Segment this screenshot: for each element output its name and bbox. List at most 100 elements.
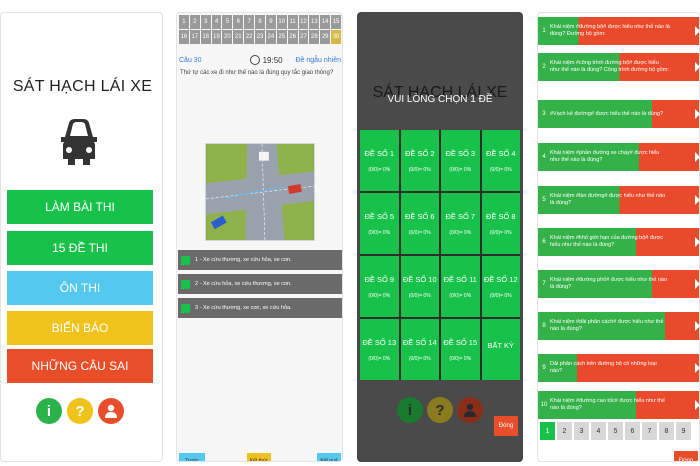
page-button[interactable]: 3 [574, 422, 589, 440]
previous-button[interactable]: Trước [179, 453, 205, 461]
wrong-answer-row[interactable]: 6 Khái niệm #khổ giới hạn của đường bộ# đ… [538, 228, 699, 256]
question-number-cell[interactable]: 8 [255, 15, 265, 29]
wrong-answer-row[interactable]: 3 #Vạch kẻ đường# được hiểu thế nào là đú… [538, 100, 699, 128]
question-number-cell[interactable]: 13 [309, 15, 320, 29]
question-number-cell[interactable]: 30 [331, 30, 341, 44]
test-tile[interactable]: ĐỀ SỐ 3 (0/0)= 0% [441, 130, 480, 191]
test-tile[interactable]: ĐỀ SỐ 7 (0/0)= 0% [441, 193, 480, 254]
page-button[interactable]: 9 [676, 422, 691, 440]
question-number-cell[interactable]: 10 [276, 15, 287, 29]
wrong-answer-row[interactable]: 10 Khái niệm #đường cao tốc# được hiểu nh… [538, 391, 699, 419]
question-number-cell[interactable]: 22 [244, 30, 255, 44]
test-tile[interactable]: ĐỀ SỐ 11 (0/0)= 0% [441, 256, 480, 317]
review-button[interactable]: ÔN THI [7, 271, 153, 305]
page-button[interactable]: 8 [659, 422, 674, 440]
test-tile[interactable]: ĐỀ SỐ 1 (0/0)= 0% [360, 130, 399, 191]
wrong-answer-row[interactable]: 8 Khái niệm #dải phân cách# được hiểu như… [538, 312, 699, 340]
question-number-cell[interactable]: 29 [320, 30, 331, 44]
test-name: ĐỀ SỐ 12 [483, 274, 518, 284]
test-progress: (0/0)= 0% [368, 355, 391, 362]
question-number-cell[interactable]: 2 [189, 15, 200, 29]
wrong-answer-row[interactable]: 7 Khái niệm #đường phố# được hiểu như thế… [538, 270, 699, 298]
answer-checkbox[interactable] [181, 303, 190, 313]
question-number-cell[interactable]: 12 [298, 15, 309, 29]
road-signs-button[interactable]: BIỂN BÁO [7, 311, 153, 345]
test-tile[interactable]: ĐỀ SỐ 8 (0/0)= 0% [481, 193, 520, 254]
row-question-text: #Vạch kẻ đường# được hiểu thế nào là đún… [550, 110, 664, 117]
clock-icon [249, 55, 260, 65]
answer-option-2[interactable]: 2 - Xe cứu hỏa, xe cứu thương, xe con. [178, 274, 342, 294]
question-number-cell[interactable]: 14 [320, 15, 331, 29]
row-number: 5 [542, 197, 546, 203]
question-number-cell[interactable]: 17 [189, 30, 200, 44]
question-number-cell[interactable]: 6 [233, 15, 244, 29]
question-number-cell[interactable]: 16 [179, 30, 189, 44]
question-number-cell[interactable]: 18 [200, 30, 211, 44]
question-number-cell[interactable]: 20 [222, 30, 233, 44]
page-button[interactable]: 4 [591, 422, 606, 440]
wrong-answer-row[interactable]: 5 Khái niệm #làn đường# được hiểu như thế… [538, 186, 699, 214]
question-number-cell[interactable]: 1 [179, 15, 189, 29]
close-button[interactable]: Đóng [674, 451, 698, 461]
row-number: 7 [542, 281, 546, 287]
question-number-cell[interactable]: 26 [287, 30, 298, 44]
test-tile[interactable]: ĐỀ SỐ 5 (0/0)= 0% [360, 193, 399, 254]
question-number-grid: 1 2 3 4 5 6 7 8 9 10 11 12 13 14 15 16 17 18 19 20 21 22 23 24 2… [179, 15, 341, 44]
wrong-answer-row[interactable]: 2 Khái niệm #công trình đường bộ# được hi… [538, 53, 699, 81]
question-number-cell[interactable]: 9 [265, 15, 276, 29]
question-number-cell[interactable]: 23 [255, 30, 265, 44]
question-number-cell[interactable]: 15 [331, 15, 341, 29]
test-tile[interactable]: ĐỀ SỐ 15 (0/0)= 0% [441, 319, 480, 380]
question-number-cell[interactable]: 27 [298, 30, 309, 44]
question-number-cell[interactable]: 28 [309, 30, 320, 44]
progress-bar [538, 228, 699, 256]
page-button[interactable]: 2 [557, 422, 572, 440]
question-number-cell[interactable]: 3 [200, 15, 211, 29]
close-button[interactable]: Đóng [494, 416, 518, 436]
page-button[interactable]: 6 [625, 422, 640, 440]
test-tile[interactable]: ĐỀ SỐ 6 (0/0)= 0% [400, 193, 439, 254]
answer-option-1[interactable]: 1 - Xe cứu thương, xe cứu hỏa, xe con. [178, 250, 342, 270]
question-number-cell[interactable]: 7 [244, 15, 255, 29]
test-tile[interactable]: ĐỀ SỐ 4 (0/0)= 0% [481, 130, 520, 191]
result-button[interactable]: Kết quả [317, 453, 341, 461]
test-name: ĐỀ SỐ 10 [402, 274, 437, 284]
take-test-button[interactable]: LÀM BÀI THI [7, 190, 153, 224]
question-number-cell[interactable]: 4 [211, 15, 222, 29]
page-button[interactable]: 5 [608, 422, 623, 440]
test-tile[interactable]: ĐỀ SỐ 10 (0/0)= 0% [400, 256, 439, 317]
chevron-right-icon [695, 26, 699, 36]
row-question-text: Khái niệm #đường cao tốc# được hiểu như … [550, 398, 665, 411]
test-tile[interactable]: ĐỀ SỐ 2 (0/0)= 0% [400, 130, 439, 191]
wrong-answer-row[interactable]: 9 Dải phân cách trên đường bộ có những lo… [538, 354, 699, 382]
question-number-cell[interactable]: 19 [211, 30, 222, 44]
progress-bar [538, 17, 699, 45]
question-number-cell[interactable]: 24 [265, 30, 276, 44]
fifteen-tests-button[interactable]: 15 ĐỀ THI [7, 231, 153, 265]
test-tile[interactable]: ĐỀ SỐ 14 (0/0)= 0% [400, 319, 439, 380]
wrong-answers-button[interactable]: NHỮNG CÂU SAI [7, 349, 153, 383]
random-test-link[interactable]: Đề ngẫu nhiên [295, 56, 341, 64]
question-number-cell[interactable]: 21 [233, 30, 244, 44]
wrong-answer-row[interactable]: 1 Khái niệm #đường bộ# được hiểu như thế … [538, 17, 699, 45]
answer-checkbox[interactable] [181, 279, 190, 289]
finish-button[interactable]: Kết thúc [247, 453, 271, 461]
info-icon: i [397, 397, 423, 423]
help-icon[interactable]: ? [67, 398, 93, 424]
test-tile[interactable]: ĐỀ SỐ 13 (0/0)= 0% [360, 319, 399, 380]
answer-checkbox[interactable] [181, 255, 190, 265]
question-number-cell[interactable]: 11 [287, 15, 298, 29]
test-tile[interactable]: ĐỀ SỐ 12 (0/0)= 0% [481, 256, 520, 317]
user-icon[interactable] [98, 398, 124, 424]
page-button[interactable]: 7 [642, 422, 657, 440]
page-button[interactable]: 1 [540, 422, 555, 440]
user-icon [457, 397, 483, 423]
question-number-cell[interactable]: 5 [222, 15, 233, 29]
question-number-cell[interactable]: 25 [276, 30, 287, 44]
test-tile[interactable]: ĐỀ SỐ 9 (0/0)= 0% [360, 256, 399, 317]
row-question-text: Khái niệm #phần đường xe chạy# được hiểu… [550, 150, 660, 163]
answer-option-3[interactable]: 3 - Xe cứu thương, xe con, xe cứu hỏa. [178, 298, 342, 318]
test-tile[interactable]: BẤT KỲ [481, 319, 520, 380]
info-icon[interactable]: i [36, 398, 62, 424]
wrong-answer-row[interactable]: 4 Khái niệm #phần đường xe chạy# được hiể… [538, 143, 699, 171]
